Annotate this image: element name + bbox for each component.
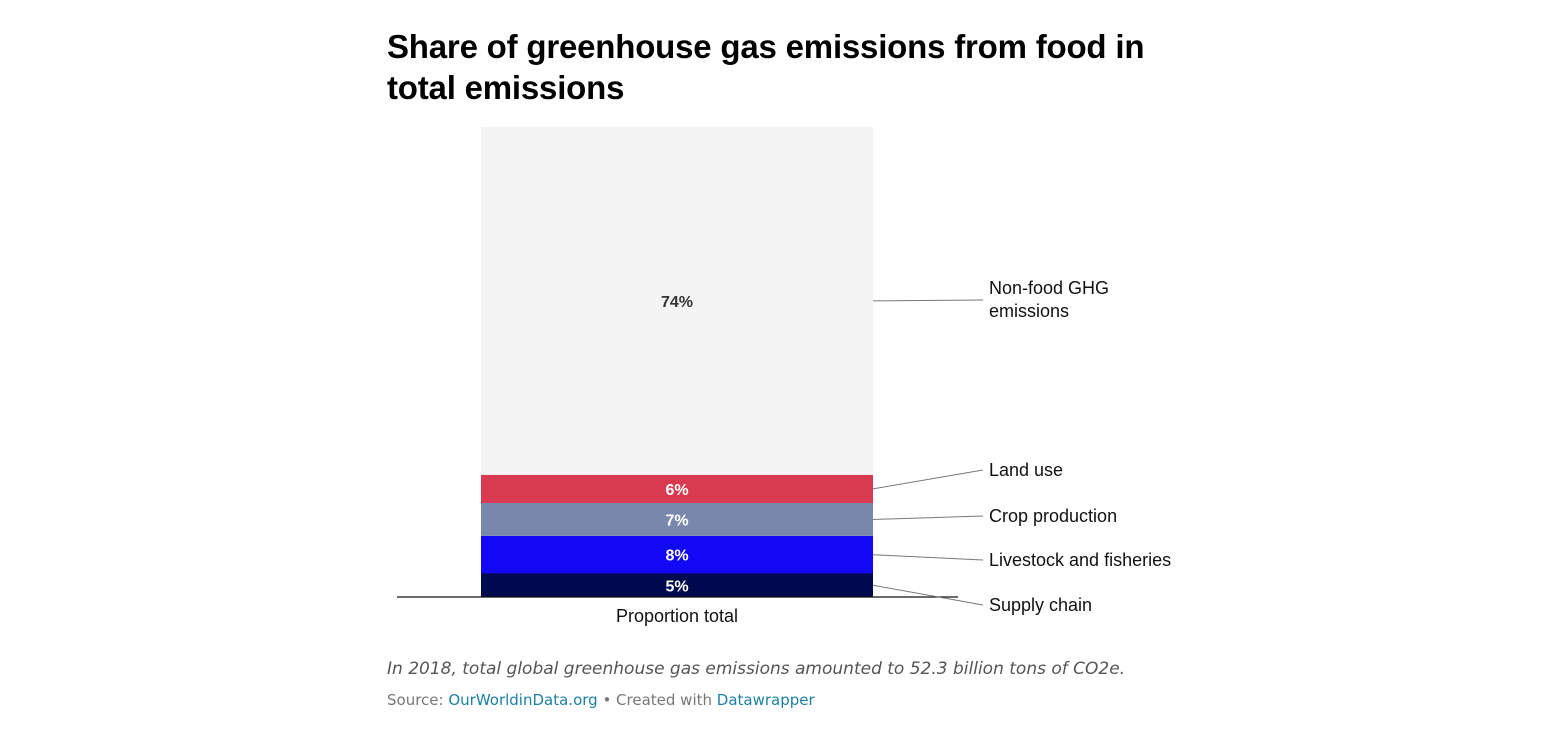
data-label-livestock-and-fisheries: 8% — [665, 548, 688, 565]
data-label-non-food-ghg-emissions: 74% — [661, 294, 693, 311]
leader-line-crop-production — [872, 515, 984, 520]
bar-segment-supply-chain — [481, 573, 873, 597]
legend-label-livestock-and-fisheries: Livestock and fisheries — [989, 550, 1171, 570]
legend-label-crop-production: Crop production — [989, 506, 1117, 526]
leader-line-land-use — [872, 469, 984, 490]
bar-segment-non-food-ghg-emissions — [481, 127, 873, 475]
data-label-land-use: 6% — [665, 482, 688, 499]
chart-notes: In 2018, total global greenhouse gas emi… — [387, 659, 1126, 679]
data-label-supply-chain: 5% — [665, 578, 688, 595]
x-tick-label: Proportion total — [616, 606, 738, 626]
leader-line-non-food-ghg-emissions — [872, 299, 984, 302]
data-label-crop-production: 7% — [665, 512, 688, 529]
chart-footer: Source: OurWorldinData.org • Created wit… — [387, 691, 815, 709]
bar-segment-land-use — [481, 474, 873, 503]
source-link[interactable]: OurWorldinData.org — [448, 691, 598, 709]
chart-title: Share of greenhouse gas emissions from f… — [387, 28, 1145, 106]
bar-segment-crop-production — [481, 503, 873, 536]
legend-label-non-food-ghg-emissions-line2: emissions — [989, 301, 1069, 321]
leader-line-supply-chain — [872, 584, 984, 606]
bar-segment-livestock-and-fisheries — [481, 535, 873, 574]
datawrapper-link[interactable]: Datawrapper — [716, 691, 815, 709]
source-prefix: Source: — [387, 691, 449, 709]
created-with-text: • Created with — [597, 691, 717, 709]
legend-label-supply-chain: Supply chain — [989, 595, 1092, 615]
legend-label-non-food-ghg-emissions-line1: Non-food GHG — [989, 278, 1109, 298]
leader-line-livestock-and-fisheries — [872, 554, 984, 561]
legend-label-land-use: Land use — [989, 460, 1063, 480]
